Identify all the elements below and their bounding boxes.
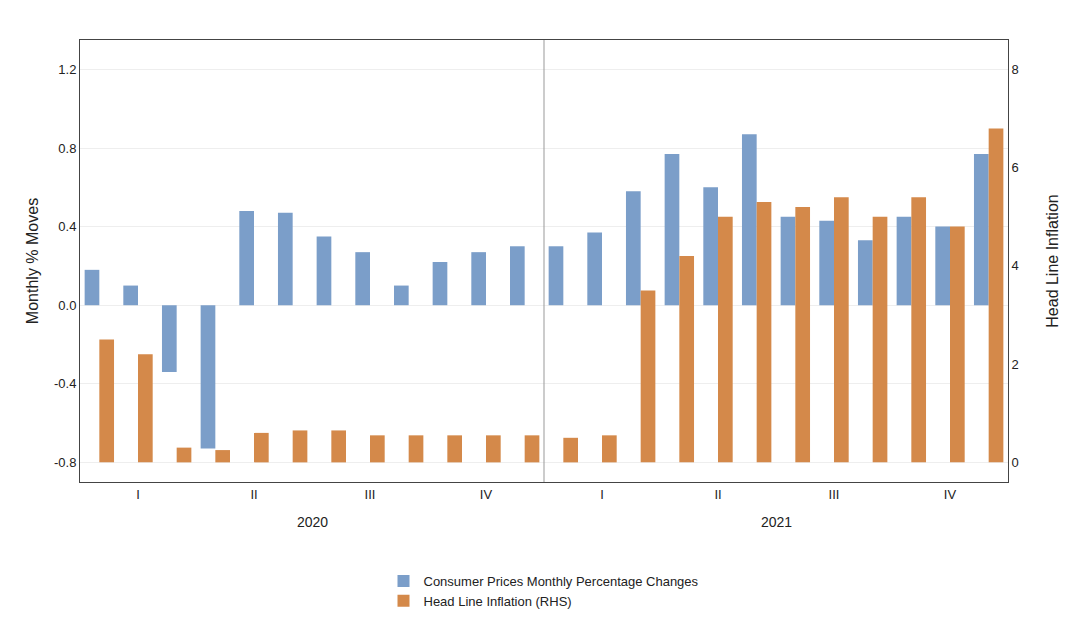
svg-text:Consumer Prices Monthly Percen: Consumer Prices Monthly Percentage Chang… [424,574,699,589]
svg-text:Monthly % Moves: Monthly % Moves [24,198,41,324]
svg-text:0.4: 0.4 [58,219,76,234]
svg-text:4: 4 [1012,258,1019,273]
svg-text:0: 0 [1012,455,1019,470]
svg-text:2020: 2020 [297,514,328,530]
svg-text:IV: IV [944,487,957,502]
svg-text:IV: IV [480,487,493,502]
svg-text:0.8: 0.8 [58,141,76,156]
svg-text:Head Line Inflation: Head Line Inflation [1044,194,1061,327]
svg-text:2: 2 [1012,357,1019,372]
svg-text:I: I [136,487,140,502]
svg-text:1.2: 1.2 [58,62,76,77]
svg-text:8: 8 [1012,62,1019,77]
svg-text:I: I [600,487,604,502]
svg-text:II: II [250,487,257,502]
svg-text:II: II [714,487,721,502]
svg-text:-0.4: -0.4 [54,376,76,391]
svg-text:Head Line Inflation (RHS): Head Line Inflation (RHS) [424,594,572,609]
svg-text:6: 6 [1012,160,1019,175]
svg-text:0.0: 0.0 [58,298,76,313]
svg-text:-0.8: -0.8 [54,455,76,470]
svg-text:2021: 2021 [761,514,792,530]
svg-text:III: III [365,487,376,502]
svg-text:III: III [829,487,840,502]
